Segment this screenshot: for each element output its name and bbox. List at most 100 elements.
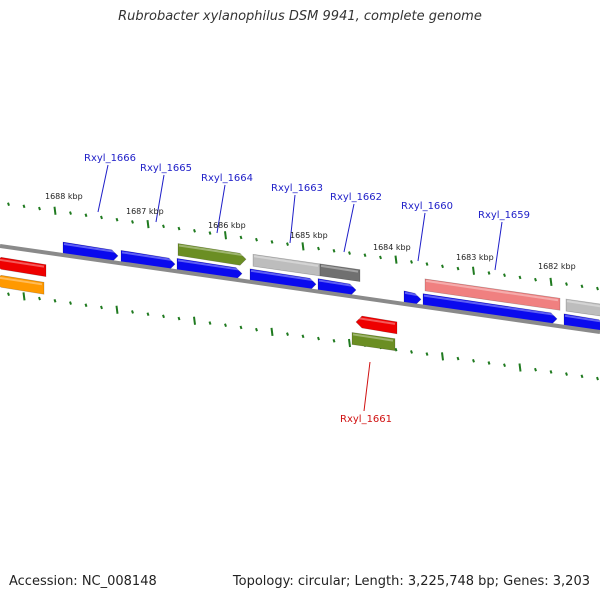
inner-scale-ticks [7,292,599,381]
cds-blue-3 [176,258,243,280]
minor-tick [565,282,568,286]
topology-summary: Topology: circular; Length: 3,225,748 bp… [232,574,590,589]
cds-rxyl-1660-highlight [404,291,420,297]
cds-rxyl-1660 [403,290,422,306]
leader-line [97,164,109,213]
minor-tick [53,298,57,303]
minor-tick [410,350,413,354]
genome-backbone [0,244,600,334]
gene-label: Rxyl_1666 [84,153,136,164]
cds-rxyl-1666-highlight [63,243,117,253]
scale-label: 1684 kbp [373,243,411,252]
minor-tick [503,363,506,368]
minor-tick [379,255,382,260]
gene-label: Rxyl_1659 [478,210,530,221]
minor-tick [208,231,212,235]
gene-label: Rxyl_1662 [330,192,382,203]
minor-tick [580,284,584,289]
minor-tick [534,277,537,282]
cds-rxyl-1662 [319,263,361,282]
cds-blue-7 [422,293,558,326]
minor-tick [100,215,103,220]
cds-red-left [0,256,47,277]
major-tick [472,266,475,275]
minor-tick [363,253,367,258]
cds-green-2 [351,332,396,351]
minor-tick [425,352,429,356]
gene-features [0,241,600,351]
cds-blue-7-highlight [423,294,556,316]
minor-tick [456,266,460,271]
cds-orange-left-highlight [0,276,43,286]
scale-label: 1686 kbp [208,221,246,230]
label-leader-lines [97,164,503,412]
cds-rxyl-1665 [120,249,176,271]
genome-title: Rubrobacter xylanophilus DSM 9941, compl… [118,9,482,24]
gene-label: Rxyl_1663 [271,183,323,194]
cds-gray-right-highlight [566,300,600,308]
minor-tick [286,242,289,246]
scale-label: 1685 kbp [290,231,328,240]
minor-tick [177,316,181,321]
leader-line [155,174,165,223]
leader-line [216,184,226,234]
cds-red-left-highlight [0,258,45,268]
minor-tick [565,372,568,376]
gene-label: Rxyl_1661 [340,414,392,425]
minor-tick [317,246,320,251]
leader-line [494,221,503,271]
minor-tick [332,338,336,343]
scale-label: 1683 kbp [456,253,494,262]
gene-labels: Rxyl_1666 Rxyl_1665 Rxyl_1664 Rxyl_1663 Rxyl… [84,153,530,425]
minor-tick [38,206,41,211]
cds-rxyl-1662-highlight [320,264,359,273]
minor-tick [332,248,336,253]
minor-tick [472,358,475,363]
minor-tick [69,301,72,305]
cds-rxyl-1663-highlight [253,255,319,267]
minor-tick [193,228,196,233]
minor-tick [100,305,103,310]
cds-rxyl-1661 [355,315,398,335]
minor-tick [503,273,506,278]
minor-tick [270,240,274,244]
minor-tick [115,217,119,222]
minor-tick [224,323,227,328]
minor-tick [596,286,599,291]
minor-tick [38,296,41,301]
minor-tick [534,367,537,372]
major-tick [270,327,274,337]
major-tick [518,363,522,372]
major-tick [53,206,57,215]
minor-tick [487,271,491,275]
major-tick [441,352,444,361]
leader-line [363,361,371,412]
gene-label: Rxyl_1660 [401,201,453,212]
cds-green-2-highlight [352,333,394,342]
scale-label: 1687 kbp [126,207,164,216]
minor-tick [348,251,351,255]
cds-rxyl-1659 [424,278,561,311]
cds-blue-5-highlight [318,279,355,288]
minor-tick [487,361,491,365]
major-tick [394,255,398,264]
scale-label: 1688 kbp [45,192,83,201]
minor-tick [456,356,460,361]
minor-tick [7,292,10,296]
minor-tick [131,220,134,224]
cds-rxyl-1665-highlight [121,251,174,262]
cds-rxyl-1664 [177,243,247,266]
minor-tick [549,370,553,374]
minor-tick [84,213,88,218]
major-tick [348,338,351,348]
minor-tick [518,275,522,280]
cds-rxyl-1661-highlight [356,317,396,325]
cds-rxyl-1664-highlight [178,244,245,257]
minor-tick [84,303,88,308]
minor-tick [301,334,305,339]
cds-rxyl-1659-highlight [425,279,559,302]
minor-tick [425,262,429,266]
cds-blue-4 [249,268,317,291]
minor-tick [286,332,289,336]
accession-label: Accession: NC_008148 [9,574,157,589]
